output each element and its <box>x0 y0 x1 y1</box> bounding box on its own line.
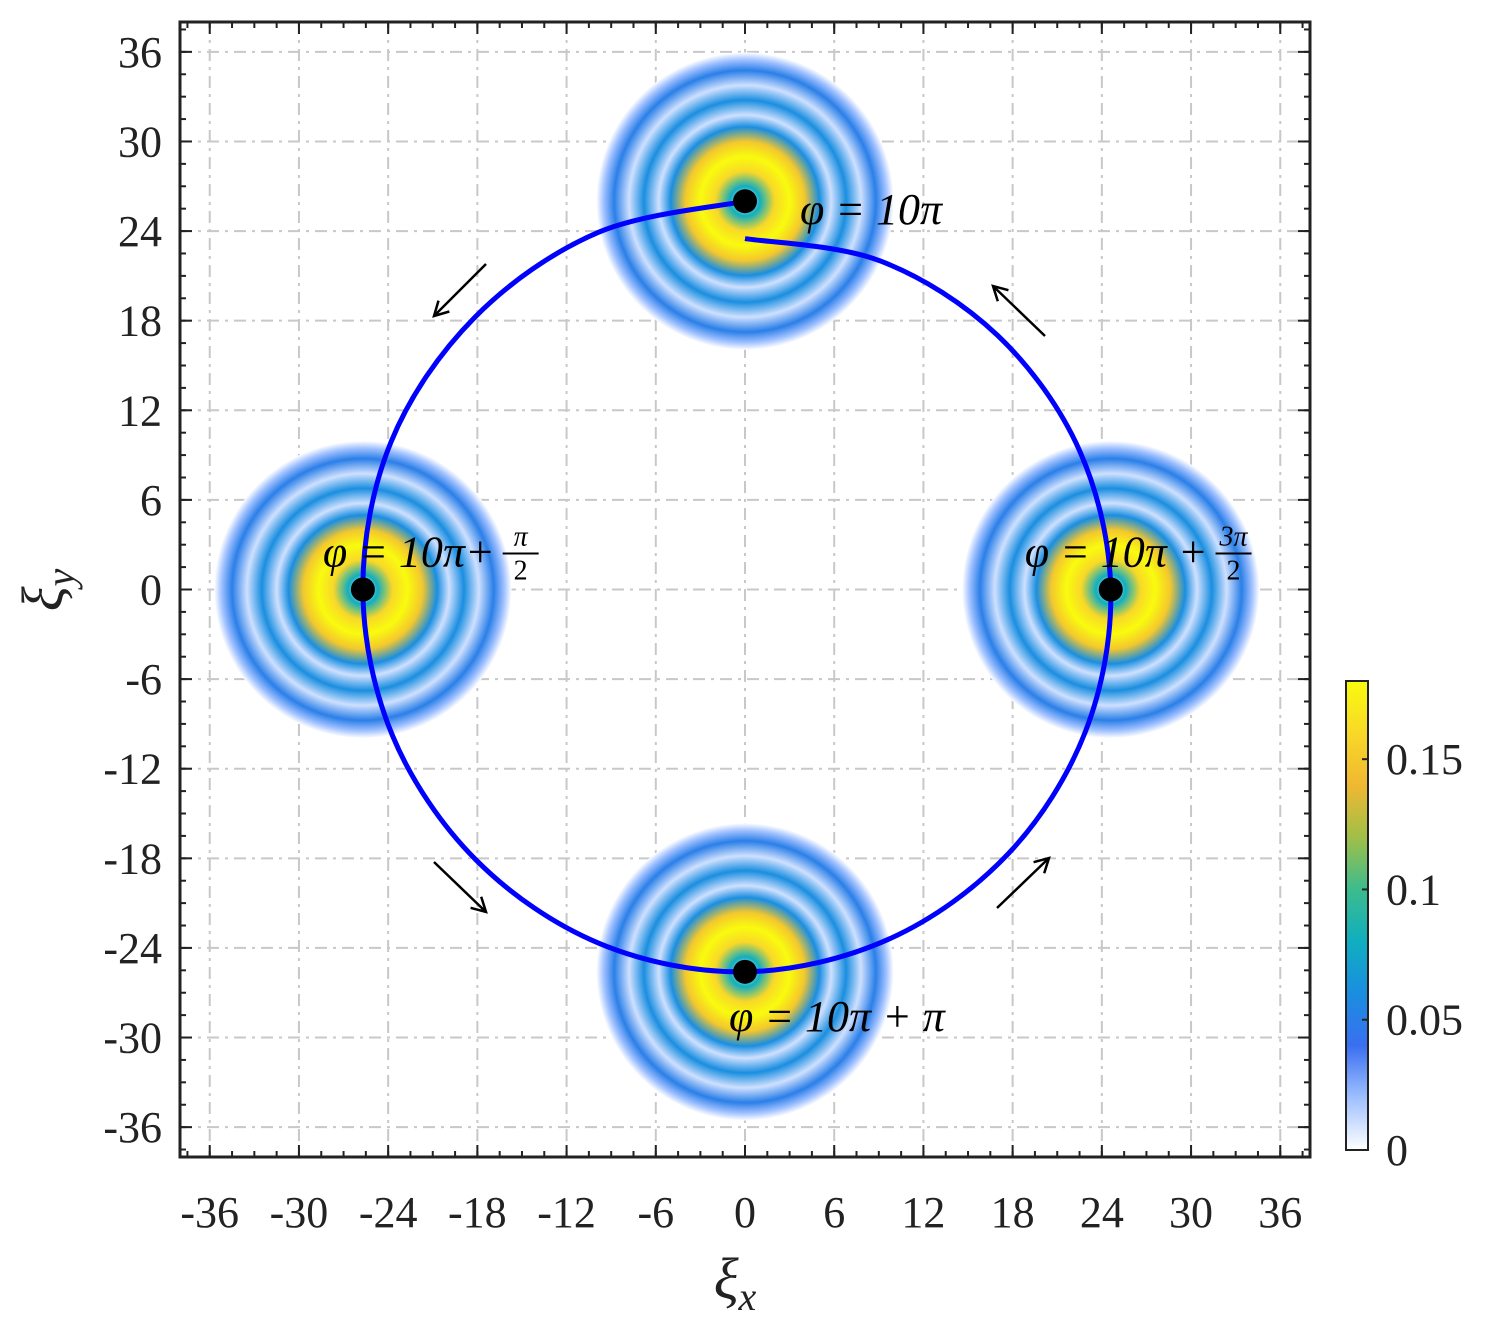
x-tick-label: -30 <box>270 1188 329 1237</box>
colorbar <box>1345 680 1369 1151</box>
x-tick-label: -24 <box>359 1188 418 1237</box>
y-tick-label: 12 <box>118 386 162 435</box>
x-tick-label: 12 <box>901 1188 945 1237</box>
fraction-numerator: π <box>514 522 529 553</box>
y-tick-label: 0 <box>140 566 162 615</box>
x-tick-label: 30 <box>1169 1188 1213 1237</box>
x-tick-label: -18 <box>448 1188 507 1237</box>
marker <box>1098 577 1123 602</box>
y-tick-label: -36 <box>103 1103 162 1152</box>
arrow-head <box>991 284 1009 302</box>
x-tick-label: -6 <box>637 1188 674 1237</box>
x-tick-label: 0 <box>734 1188 756 1237</box>
y-tick-label: 30 <box>118 117 162 166</box>
y-tick-label: -30 <box>103 1014 162 1063</box>
fraction-numerator: 3π <box>1219 522 1249 553</box>
fraction-denominator: 2 <box>1227 556 1241 587</box>
fraction-denominator: 2 <box>514 556 528 587</box>
x-tick-label: -12 <box>537 1188 596 1237</box>
y-tick-label: 6 <box>140 476 162 525</box>
y-axis-symbol: ξ <box>10 586 75 611</box>
marker-label: φ = 10π <box>800 185 944 234</box>
marker <box>350 577 375 602</box>
y-tick-label: 36 <box>118 28 162 77</box>
y-tick-label: 18 <box>118 297 162 346</box>
x-axis-title: ξx <box>714 1246 757 1319</box>
colorbar-tick-label: 0.1 <box>1386 865 1441 914</box>
marker-label: φ = 10π+ <box>323 528 495 577</box>
arrow-shaft <box>433 263 487 317</box>
x-tick-label: 6 <box>823 1188 845 1237</box>
x-tick-label: 24 <box>1080 1188 1124 1237</box>
x-tick-label: 18 <box>991 1188 1035 1237</box>
colorbar-tick-label: 0.15 <box>1386 735 1463 784</box>
x-axis-symbol: ξ <box>714 1246 739 1311</box>
y-axis-subscript: y <box>38 568 83 590</box>
y-tick-label: -6 <box>125 655 162 704</box>
x-tick-label: -36 <box>180 1188 239 1237</box>
arrow-shaft <box>996 857 1050 909</box>
x-axis-subscript: x <box>738 1274 757 1319</box>
arrow-head <box>1033 856 1051 874</box>
marker <box>733 189 757 214</box>
x-tick-label: 36 <box>1258 1188 1302 1237</box>
arrow-head <box>432 300 450 318</box>
y-tick-label: -24 <box>103 924 162 973</box>
arrow-shaft <box>992 285 1046 337</box>
marker-label: φ = 10π + π <box>729 992 947 1041</box>
y-axis-title: ξy <box>10 568 83 611</box>
colorbar-tick-label: 0 <box>1386 1126 1408 1175</box>
y-tick-label: -18 <box>103 834 162 883</box>
marker-label: φ = 10π + <box>1025 528 1208 577</box>
arrow-shaft <box>433 861 487 913</box>
marker <box>733 959 757 984</box>
arrow-head <box>470 896 488 914</box>
y-tick-label: -12 <box>103 745 162 794</box>
colorbar-tick-label: 0.05 <box>1386 996 1463 1045</box>
y-tick-label: 24 <box>118 207 162 256</box>
